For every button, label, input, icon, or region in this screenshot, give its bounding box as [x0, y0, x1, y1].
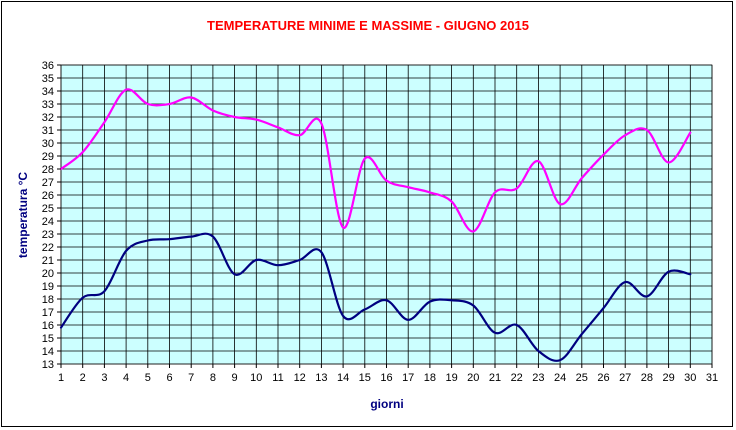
x-tick-label: 31: [706, 372, 718, 384]
x-tick-label: 29: [662, 372, 674, 384]
y-tick-label: 20: [42, 268, 54, 280]
y-tick-label: 23: [42, 229, 54, 241]
x-tick-label: 3: [101, 372, 107, 384]
y-tick-label: 22: [42, 242, 54, 254]
y-tick-label: 14: [42, 346, 54, 358]
x-tick-label: 19: [445, 372, 457, 384]
y-tick-label: 35: [42, 73, 54, 85]
y-tick-label: 34: [42, 86, 54, 98]
x-tick-label: 25: [576, 372, 588, 384]
x-tick-label: 23: [532, 372, 544, 384]
series-line-min: [59, 232, 692, 362]
x-tick-label: 10: [250, 372, 262, 384]
x-tick-label: 13: [315, 372, 327, 384]
x-tick-label: 16: [380, 372, 392, 384]
y-tick-label: 17: [42, 307, 54, 319]
y-tick-label: 24: [42, 216, 54, 228]
x-tick-label: 5: [145, 372, 151, 384]
y-tick-label: 32: [42, 112, 54, 124]
x-tick-label: 27: [619, 372, 631, 384]
y-tick-label: 25: [42, 203, 54, 215]
x-tick-label: 20: [467, 372, 479, 384]
x-axis-label: giorni: [370, 397, 403, 411]
y-tick-label: 28: [42, 164, 54, 176]
y-tick-label: 29: [42, 151, 54, 163]
x-tick-label: 2: [80, 372, 86, 384]
x-tick-label: 11: [272, 372, 283, 384]
y-tick-label: 15: [42, 333, 54, 345]
x-tick-label: 24: [554, 372, 566, 384]
y-axis-label: temperatura °C: [16, 172, 30, 258]
y-tick-label: 33: [42, 99, 54, 111]
x-tick-label: 8: [210, 372, 216, 384]
x-tick-label: 9: [232, 372, 238, 384]
x-tick-label: 6: [166, 372, 172, 384]
y-tick-label: 18: [42, 294, 54, 306]
x-tick-label: 7: [188, 372, 194, 384]
x-tick-label: 12: [294, 372, 306, 384]
y-tick-label: 21: [42, 255, 54, 267]
y-tick-label: 27: [42, 177, 54, 189]
y-tick-label: 19: [42, 281, 54, 293]
y-tick-label: 36: [42, 60, 54, 72]
x-tick-label: 22: [511, 372, 523, 384]
chart-title: TEMPERATURE MINIME E MASSIME - GIUGNO 20…: [207, 18, 529, 33]
y-tick-label: 16: [42, 320, 54, 332]
x-tick-label: 15: [359, 372, 371, 384]
y-tick-label: 30: [42, 138, 54, 150]
x-tick-label: 17: [402, 372, 414, 384]
x-tick-label: 21: [489, 372, 501, 384]
x-tick-label: 4: [123, 372, 129, 384]
x-tick-label: 26: [597, 372, 609, 384]
x-tick-label: 14: [337, 372, 349, 384]
x-tick-label: 28: [641, 372, 653, 384]
y-tick-label: 31: [42, 125, 54, 137]
series-line-max: [59, 88, 692, 233]
x-tick-label: 1: [58, 372, 64, 384]
x-tick-label: 18: [424, 372, 436, 384]
y-tick-label: 26: [42, 190, 54, 202]
x-tick-label: 30: [684, 372, 696, 384]
y-tick-label: 13: [42, 359, 54, 371]
